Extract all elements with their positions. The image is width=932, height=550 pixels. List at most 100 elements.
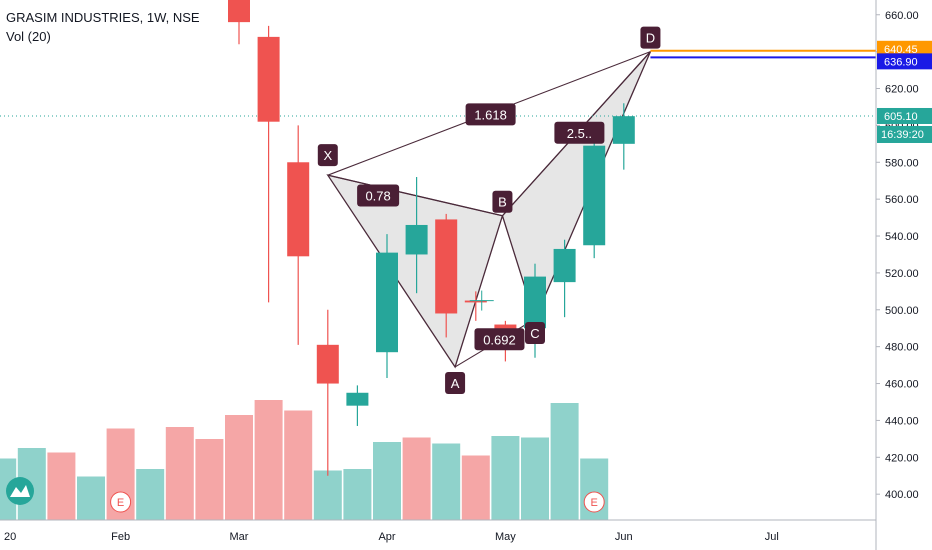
volume-bar <box>521 437 549 520</box>
price-tick-label: 460.00 <box>885 379 919 391</box>
ratio-badge <box>357 184 400 207</box>
time-tick-label: 20 <box>4 531 16 543</box>
logo-mountain-icon <box>10 485 30 497</box>
price-level-label: 605.10 <box>884 111 918 123</box>
ratio-value: 0.78 <box>365 188 390 203</box>
price-level-label: 640.45 <box>884 44 918 56</box>
time-tick-label: Feb <box>111 531 130 543</box>
volume-bar <box>165 427 194 520</box>
volume-bar <box>550 403 579 520</box>
pattern-point-label: B <box>498 195 507 210</box>
price-tick-label: 540.00 <box>885 231 919 243</box>
ratio-label: 2.5.. <box>554 121 605 144</box>
earnings-label: E <box>117 497 124 509</box>
candle-body <box>524 276 546 329</box>
ratio-badge <box>554 121 605 144</box>
price-level-label: 636.90 <box>884 56 918 68</box>
pattern-point-label: D <box>646 31 655 46</box>
price-tick-label: 620.00 <box>885 84 919 96</box>
pattern-point-x: X <box>317 144 338 167</box>
pattern-point-badge <box>525 322 545 345</box>
pattern-point-label: A <box>451 376 460 391</box>
chart-legend: GRASIM INDUSTRIES, 1W, NSE Vol (20) <box>6 8 200 46</box>
price-tick-label: 420.00 <box>885 452 919 464</box>
ratio-badge <box>465 103 516 126</box>
time-tick-label: May <box>495 531 516 543</box>
volume-bar <box>313 470 342 520</box>
time-tick-label: Mar <box>230 531 249 543</box>
earnings-marker[interactable]: E <box>583 491 605 513</box>
candle-body <box>376 252 398 353</box>
candle-body <box>553 248 576 283</box>
pattern-leg <box>327 174 503 217</box>
earnings-marker[interactable]: E <box>110 491 132 513</box>
ratio-badge <box>474 328 525 351</box>
price-tick-label: 480.00 <box>885 342 919 354</box>
time-tick-label: Jun <box>615 531 633 543</box>
logo-circle <box>6 477 34 505</box>
ratio-label: 1.618 <box>465 103 516 126</box>
time-tick-label: Apr <box>378 531 395 543</box>
ratio-value: 2.5.. <box>567 126 592 141</box>
pattern-point-label: X <box>323 148 332 163</box>
price-tick-label: 520.00 <box>885 268 919 280</box>
price-tick-label: 440.00 <box>885 415 919 427</box>
earnings-label: E <box>591 497 598 509</box>
pattern-point-label: C <box>530 326 539 341</box>
volume-bar <box>461 455 490 520</box>
pattern-point-badge <box>445 371 466 394</box>
pattern-point-badge <box>492 190 513 213</box>
price-tick-label: 580.00 <box>885 157 919 169</box>
earnings-circle <box>110 491 132 513</box>
volume-indicator-label[interactable]: Vol (20) <box>6 29 51 44</box>
candle-body <box>316 344 339 384</box>
volume-bar <box>491 436 520 520</box>
price-tick-label: 500.00 <box>885 305 919 317</box>
earnings-circle <box>583 491 605 513</box>
candle-body <box>257 36 280 122</box>
candle-body <box>464 300 487 303</box>
candle-body <box>435 219 458 314</box>
ratio-value: 1.618 <box>474 107 507 122</box>
time-tick-label: Jul <box>765 531 779 543</box>
volume-bar <box>402 437 431 520</box>
volume-bar <box>136 469 165 520</box>
volume-bar <box>373 442 401 520</box>
candle-body <box>405 224 428 255</box>
candle-body <box>583 145 606 246</box>
price-level-badge <box>877 53 932 70</box>
price-tick-label: 560.00 <box>885 194 919 206</box>
candle-body <box>346 392 369 406</box>
pattern-point-badge <box>317 144 338 167</box>
volume-bar <box>195 439 224 520</box>
candle-body <box>612 116 635 144</box>
pattern-point-c: C <box>525 322 545 345</box>
tradingview-logo <box>6 477 34 505</box>
plot-area: X A B C D 1.618 0.78 0.692 2.5.. E E <box>0 0 876 520</box>
ratio-value: 0.692 <box>483 332 516 347</box>
volume-bar <box>343 469 372 520</box>
price-tick-label: 660.00 <box>885 10 919 22</box>
price-axis <box>876 0 932 550</box>
countdown-badge <box>877 125 932 143</box>
pattern-point-a: A <box>445 371 466 394</box>
pattern-point-badge <box>640 26 661 49</box>
candle-body <box>287 162 310 257</box>
ratio-label: 0.78 <box>357 184 400 207</box>
price-tick-label: 400.00 <box>885 489 919 501</box>
volume-bar <box>284 410 313 520</box>
symbol-title[interactable]: GRASIM INDUSTRIES, 1W, NSE <box>6 10 200 25</box>
volume-bar <box>47 452 76 520</box>
volume-bar <box>225 415 253 520</box>
pattern-point-d: D <box>640 26 661 49</box>
price-level-badge <box>877 107 932 124</box>
price-level-badge <box>877 40 932 57</box>
ratio-label: 0.692 <box>474 328 525 351</box>
countdown-label: 16:39:20 <box>881 129 924 141</box>
volume-bar <box>77 476 105 520</box>
pattern-point-b: B <box>492 190 513 213</box>
volume-bar <box>254 400 283 520</box>
volume-bar <box>432 443 461 520</box>
candle-body <box>228 0 250 23</box>
